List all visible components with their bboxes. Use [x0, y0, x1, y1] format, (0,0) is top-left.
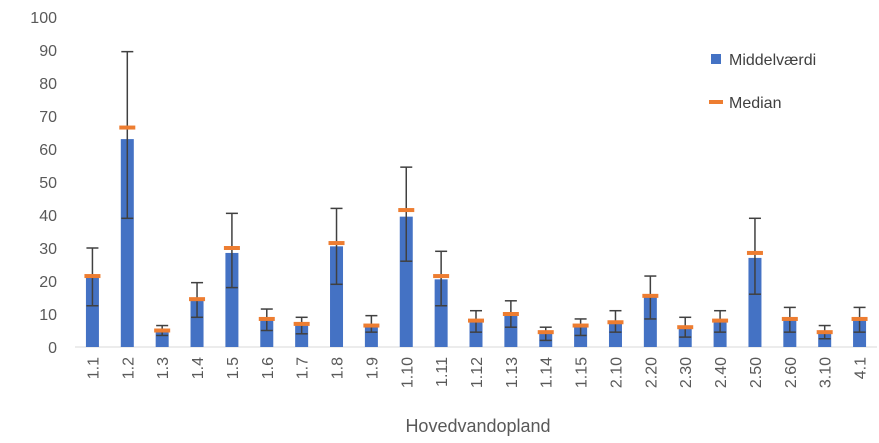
median-markers-layer — [84, 125, 868, 335]
median-marker — [258, 316, 275, 321]
median-marker — [746, 250, 763, 255]
bar-middelvaerdi — [818, 332, 832, 347]
bar-middelvaerdi — [399, 216, 413, 347]
median-marker — [712, 318, 729, 323]
y-tick-label: 70 — [39, 109, 57, 126]
y-tick-label: 100 — [30, 10, 57, 27]
x-tick-label: 1.2 — [120, 357, 137, 379]
x-tick-label: 4.1 — [853, 357, 870, 379]
bar-middelvaerdi — [853, 320, 867, 347]
bar-middelvaerdi — [713, 320, 727, 347]
median-marker — [677, 325, 694, 330]
legend-label-middelvaerdi: Middelværdi — [729, 52, 816, 69]
median-marker — [363, 323, 380, 328]
bar-middelvaerdi — [85, 277, 99, 347]
median-marker — [537, 330, 554, 335]
bar-middelvaerdi — [678, 328, 692, 347]
x-tick-label: 1.15 — [574, 357, 591, 388]
bar-middelvaerdi — [330, 246, 344, 347]
x-tick-label: 1.3 — [155, 357, 172, 379]
legend: Middelværdi Median — [709, 52, 816, 112]
median-marker — [607, 320, 624, 325]
y-tick-label: 80 — [39, 76, 57, 93]
y-tick-label: 60 — [39, 142, 57, 159]
error-bar — [330, 207, 343, 286]
bar-middelvaerdi — [783, 318, 797, 347]
x-tick-label: 1.1 — [85, 357, 102, 379]
bar-middelvaerdi — [574, 327, 588, 347]
bar-middelvaerdi — [155, 330, 169, 347]
bar-middelvaerdi — [190, 297, 204, 347]
error-bars-layer — [86, 50, 866, 342]
bar-middelvaerdi — [364, 325, 378, 347]
bar-middelvaerdi — [469, 320, 483, 347]
x-tick-label: 1.8 — [330, 357, 347, 379]
x-axis-title: Hovedvandopland — [405, 416, 550, 436]
y-tick-label: 40 — [39, 208, 57, 225]
x-tick-label: 1.9 — [364, 357, 381, 379]
x-tick-label: 1.13 — [504, 357, 521, 388]
bar-middelvaerdi — [748, 257, 762, 347]
median-marker — [572, 323, 589, 328]
median-marker — [328, 241, 345, 246]
x-tick-label: 2.40 — [713, 357, 730, 388]
y-tick-label: 30 — [39, 241, 57, 258]
median-marker — [223, 246, 240, 250]
median-marker — [189, 297, 206, 302]
x-tick-label: 1.5 — [225, 357, 242, 379]
legend-swatch-median — [709, 100, 723, 104]
y-tick-label: 10 — [39, 307, 57, 324]
median-marker — [293, 321, 310, 326]
legend-swatch-middelvaerdi — [711, 54, 721, 64]
x-tick-label: 2.10 — [608, 357, 625, 388]
bar-middelvaerdi — [504, 315, 518, 347]
y-tick-label: 90 — [39, 43, 57, 60]
bar-middelvaerdi — [260, 318, 274, 347]
x-tick-label: 1.6 — [260, 357, 277, 379]
error-bar — [435, 250, 448, 307]
median-marker — [502, 312, 519, 316]
bar-middelvaerdi — [120, 139, 134, 347]
median-marker — [84, 274, 101, 279]
x-tick-label: 2.20 — [643, 357, 660, 388]
y-axis-ticks: 0 10 20 30 40 50 60 70 80 90 100 — [30, 10, 57, 357]
bar-middelvaerdi — [295, 325, 309, 347]
x-tick-label: 1.10 — [399, 357, 416, 388]
bar-middelvaerdi — [225, 252, 239, 347]
median-marker — [468, 318, 484, 323]
bar-middelvaerdi — [434, 279, 448, 347]
median-marker — [154, 328, 171, 333]
x-axis-ticks: 1.1 1.2 1.3 1.4 1.5 1.6 1.7 1.8 1.9 1.10 1.11 1.12 1… — [85, 357, 869, 388]
y-tick-label: 20 — [39, 274, 57, 291]
y-tick-label: 50 — [39, 175, 57, 192]
error-bar — [121, 50, 134, 220]
x-tick-label: 2.50 — [748, 357, 765, 388]
x-tick-label: 2.30 — [678, 357, 695, 388]
median-marker — [433, 274, 450, 279]
median-marker — [816, 330, 833, 335]
median-marker — [851, 316, 868, 321]
legend-label-median: Median — [729, 95, 781, 112]
median-marker — [642, 293, 659, 298]
median-marker — [781, 316, 798, 321]
x-tick-label: 1.4 — [190, 357, 207, 379]
median-marker — [398, 208, 415, 213]
bar-middelvaerdi — [608, 322, 622, 347]
error-bar — [748, 217, 761, 295]
bar-middelvaerdi — [643, 297, 657, 347]
median-marker — [119, 125, 136, 130]
y-tick-label: 0 — [48, 340, 57, 357]
x-tick-label: 3.10 — [818, 357, 835, 388]
x-tick-label: 2.60 — [783, 357, 800, 388]
error-bar — [225, 212, 238, 289]
x-tick-label: 1.12 — [469, 357, 486, 388]
error-bar — [400, 166, 413, 262]
x-tick-label: 1.11 — [434, 357, 451, 387]
x-tick-label: 1.7 — [295, 357, 312, 379]
x-tick-label: 1.14 — [539, 357, 556, 388]
